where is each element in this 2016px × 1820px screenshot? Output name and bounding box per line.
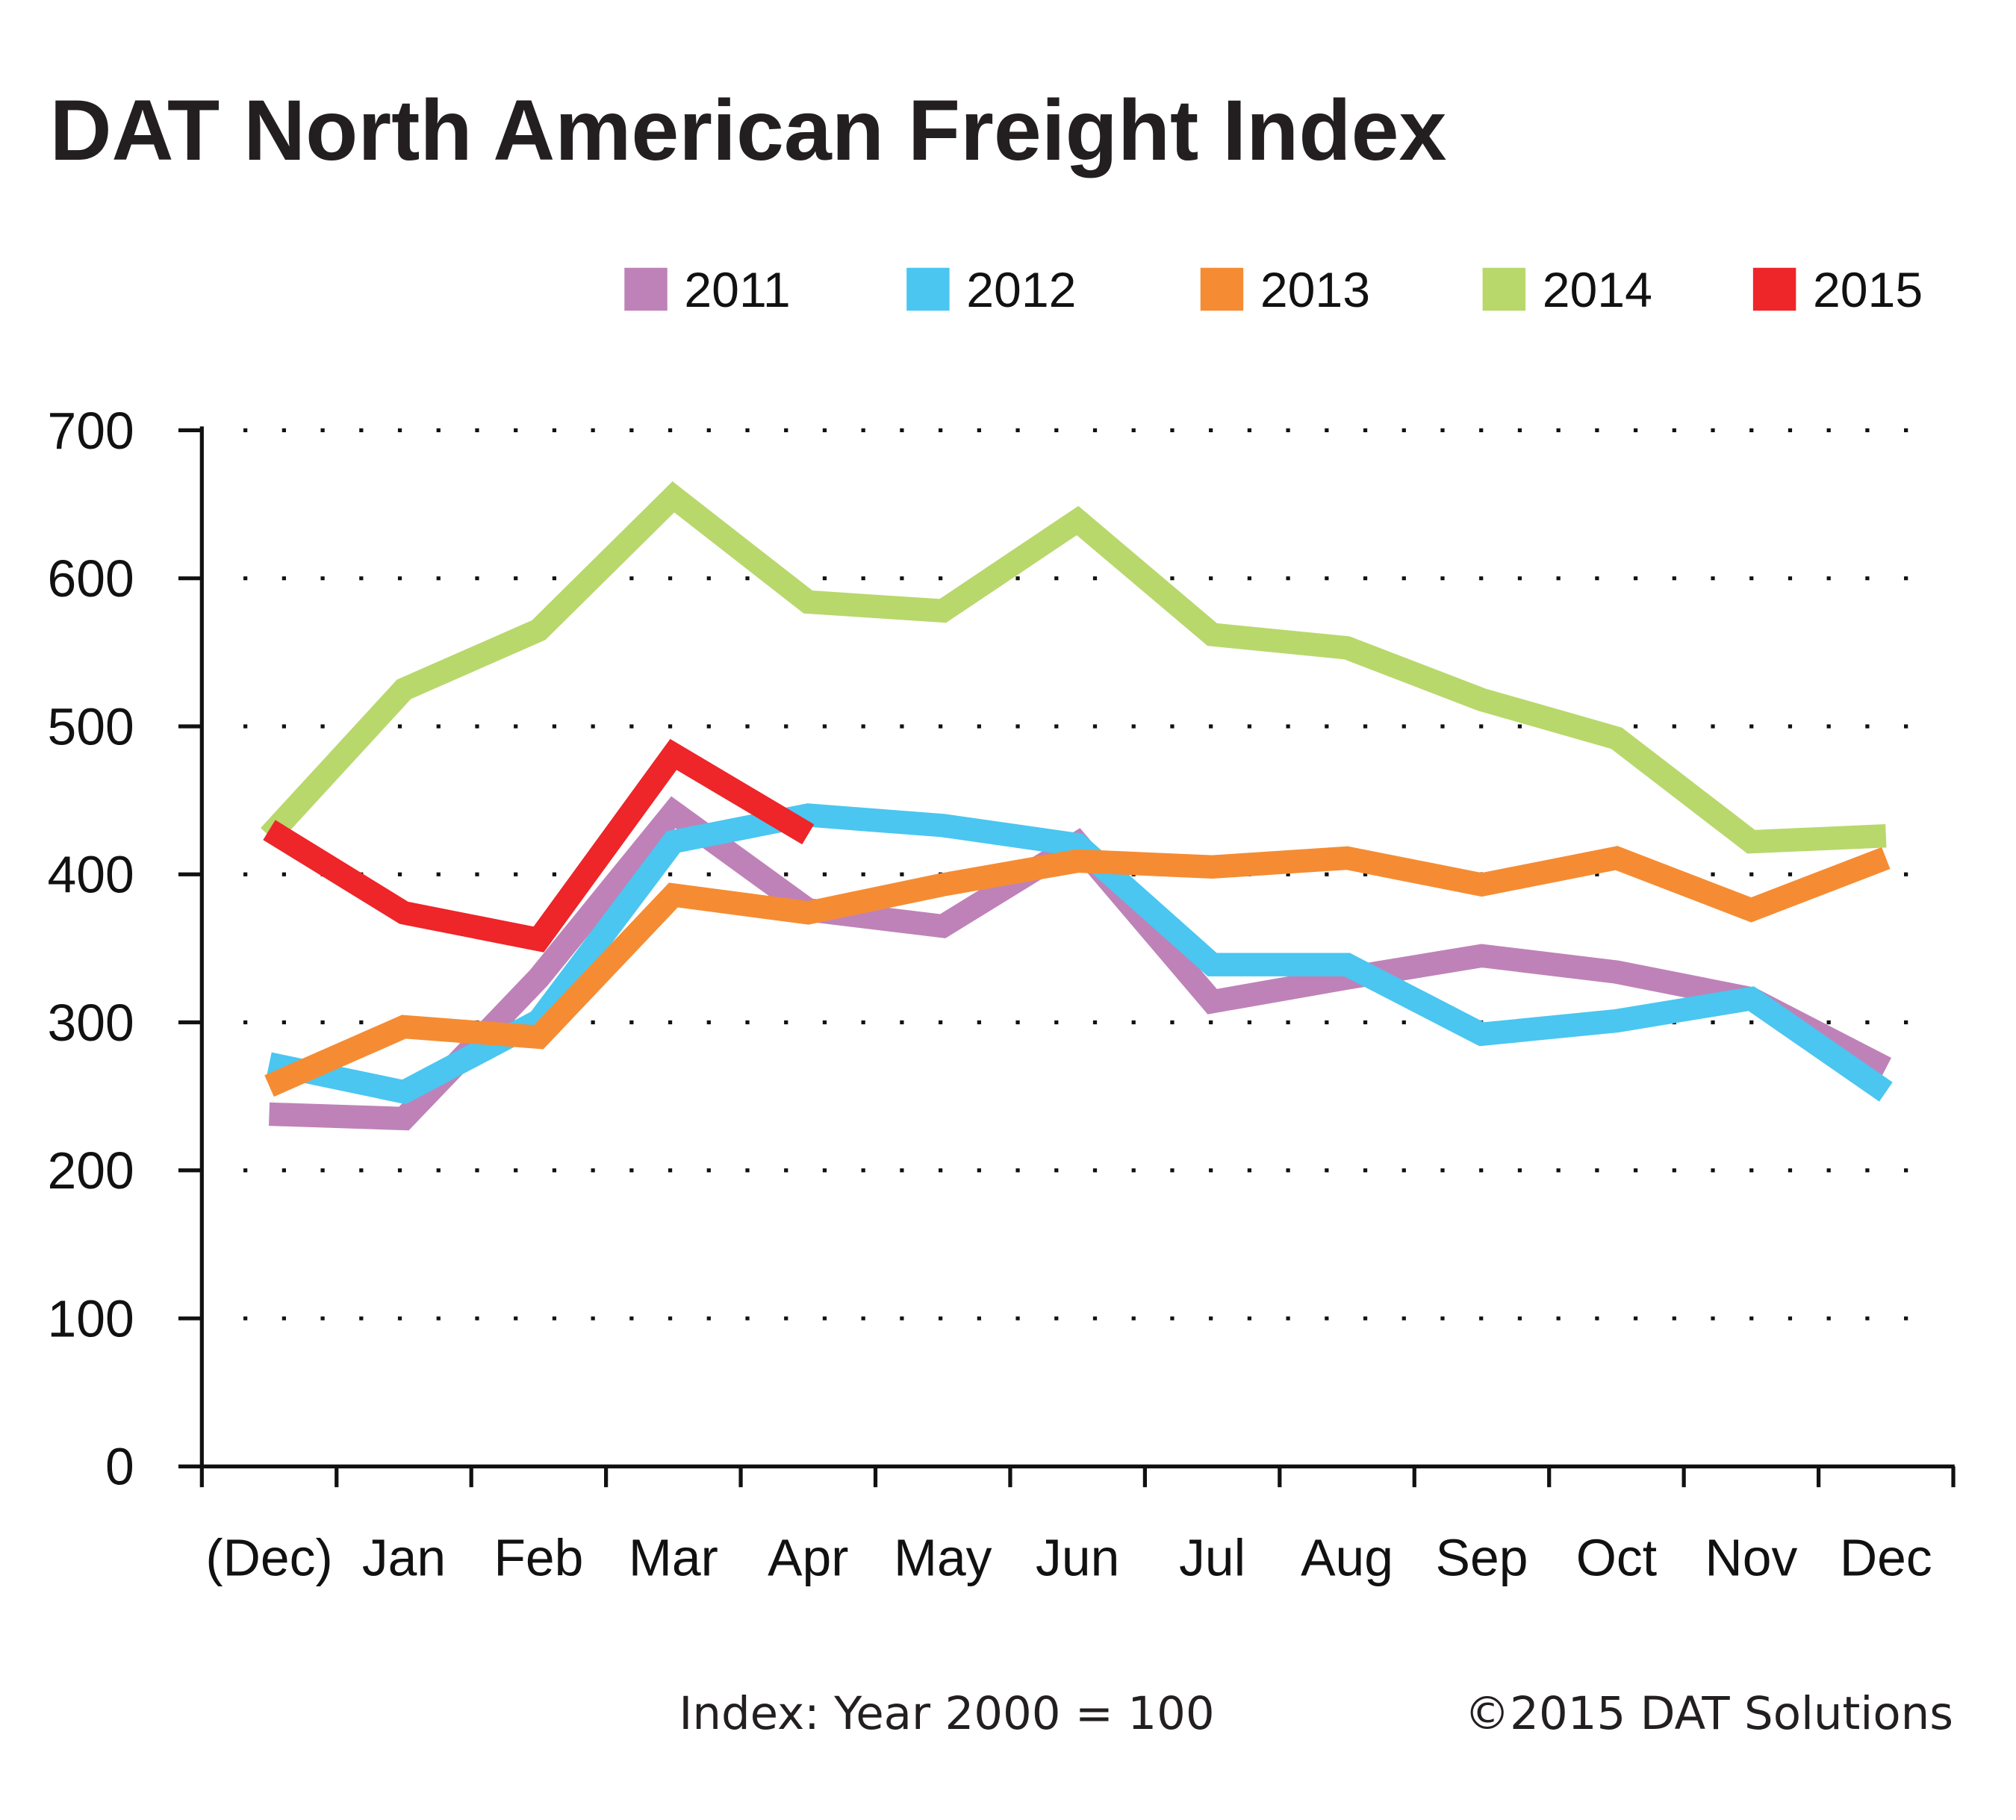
x-tick-label: Aug	[1301, 1529, 1393, 1587]
legend-swatch-2012	[906, 267, 950, 311]
x-tick-label: Sep	[1436, 1529, 1528, 1587]
chart-title: DAT North American Freight Index	[50, 83, 1447, 178]
legend: 2011 2012 2013 2014 2015	[624, 263, 1923, 318]
legend-label-2013: 2013	[1260, 263, 1370, 318]
x-tick-label: Mar	[629, 1529, 718, 1587]
x-tick-label: May	[894, 1529, 992, 1587]
series-lines	[260, 481, 1893, 1131]
x-tick-label: (Dec)	[205, 1529, 332, 1587]
y-tick-label: 300	[48, 994, 134, 1052]
x-tick-label: Apr	[768, 1529, 848, 1587]
x-tick-label: Nov	[1705, 1529, 1797, 1587]
y-tick-label: 400	[48, 846, 134, 904]
y-tick-label: 200	[48, 1141, 134, 1200]
legend-swatch-2015	[1752, 267, 1796, 311]
x-tick-label: Jul	[1179, 1529, 1245, 1587]
series-line-2014	[260, 481, 1887, 854]
legend-label-2015: 2015	[1813, 263, 1923, 318]
copyright: ©2015 DAT Solutions	[1464, 1687, 1953, 1740]
y-tick-label: 0	[105, 1438, 134, 1496]
legend-label-2012: 2012	[966, 263, 1076, 318]
footnote: Index: Year 2000 = 100	[679, 1687, 1214, 1740]
legend-swatch-2011	[624, 267, 668, 311]
x-tick-label: Feb	[494, 1529, 583, 1587]
legend-swatch-2013	[1200, 267, 1244, 311]
legend-label-2011: 2011	[684, 263, 790, 318]
y-tick-label: 700	[48, 402, 134, 460]
legend-swatch-2014	[1482, 267, 1526, 311]
x-tick-label: Oct	[1576, 1529, 1657, 1587]
axes: 0 100 200 300 400 500 600 700 (Dec) Jan Feb Mar Apr M…	[48, 402, 1956, 1587]
y-tick-label: 500	[48, 697, 134, 755]
x-tick-label: Jan	[362, 1529, 446, 1587]
x-tick-label: Jun	[1036, 1529, 1119, 1587]
y-tick-label: 600	[48, 549, 134, 608]
y-tick-label: 100	[48, 1289, 134, 1347]
legend-label-2014: 2014	[1543, 263, 1652, 318]
x-tick-label: Dec	[1840, 1529, 1932, 1587]
